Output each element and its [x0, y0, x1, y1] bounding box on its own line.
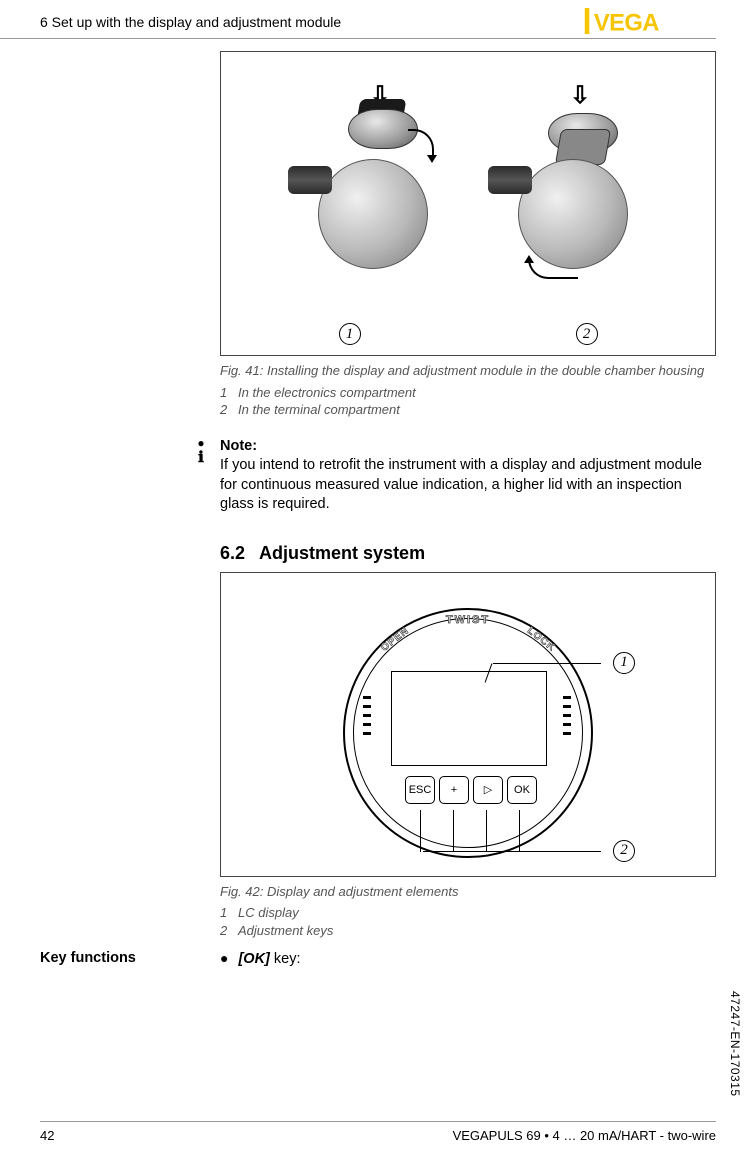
- svg-text:VEGA: VEGA: [594, 11, 659, 34]
- esc-key: ESC: [405, 776, 435, 804]
- callout-2: 2: [576, 323, 598, 345]
- figure-42-legend: 1LC display 2Adjustment keys: [220, 904, 716, 939]
- header-title: 6 Set up with the display and adjustment…: [40, 8, 341, 30]
- right-ticks: [563, 696, 573, 735]
- figure-41-caption: Fig. 41: Installing the display and adju…: [220, 362, 716, 380]
- twist-label: TWIST: [446, 614, 490, 626]
- section-block: 6.2 Adjustment system TWIST OPEN LOCK ESC…: [220, 543, 716, 940]
- plus-key: +: [439, 776, 469, 804]
- page-number: 42: [40, 1128, 54, 1143]
- legend-text: In the terminal compartment: [238, 402, 400, 417]
- left-ticks: [363, 696, 373, 735]
- module-face-illustration: TWIST OPEN LOCK ESC + ▷ OK 1: [313, 606, 623, 866]
- figure-42-caption: Fig. 42: Display and adjustment elements: [220, 883, 716, 901]
- figure-41-callouts: 1 2: [231, 323, 705, 345]
- ok-key: OK: [507, 776, 537, 804]
- note-text: Note: If you intend to retrofit the inst…: [220, 437, 716, 515]
- key-functions-label: Key functions: [40, 950, 220, 967]
- legend-num: 1: [220, 904, 238, 922]
- callout-1: 1: [339, 323, 361, 345]
- figure-41-legend: 1In the electronics compartment 2In the …: [220, 384, 716, 419]
- legend-num: 2: [220, 401, 238, 419]
- note-body: If you intend to retrofit the instrument…: [220, 457, 702, 512]
- device-illustration-2: ⇩: [488, 99, 648, 279]
- adjustment-keys: ESC + ▷ OK: [405, 776, 537, 804]
- device-illustration-1: ⇩: [288, 99, 448, 279]
- page-header: 6 Set up with the display and adjustment…: [0, 0, 716, 39]
- rotate-arrow-icon: [528, 259, 578, 279]
- key-functions-row: Key functions ● [OK] key:: [40, 950, 716, 967]
- lc-display: [391, 671, 547, 766]
- figure-42: TWIST OPEN LOCK ESC + ▷ OK 1: [220, 572, 716, 877]
- insert-arrow-icon: ⇩: [570, 81, 590, 110]
- key-suffix: key:: [270, 951, 301, 967]
- document-id: 47247-EN-170315: [728, 991, 742, 1097]
- page-footer: 42 VEGAPULS 69 • 4 … 20 mA/HART - two-wi…: [40, 1121, 716, 1143]
- bullet-icon: ●: [220, 950, 228, 966]
- note-label: Note:: [220, 438, 257, 454]
- callout-2: 2: [613, 840, 635, 862]
- arrow-key: ▷: [473, 776, 503, 804]
- legend-text: LC display: [238, 905, 299, 920]
- note-block: ● ℹ Note: If you intend to retrofit the …: [220, 437, 716, 515]
- callout-1: 1: [613, 652, 635, 674]
- section-title: Adjustment system: [259, 543, 425, 563]
- legend-num: 2: [220, 922, 238, 940]
- section-heading: 6.2 Adjustment system: [220, 543, 716, 564]
- key-functions-body: ● [OK] key:: [220, 950, 301, 967]
- rotate-arrow-icon: [408, 129, 434, 159]
- figure-41: ⇩ ⇩ 1 2: [220, 51, 716, 356]
- vega-logo: VEGA: [584, 8, 676, 34]
- legend-text: In the electronics compartment: [238, 385, 416, 400]
- main-column: ⇩ ⇩ 1 2: [220, 51, 716, 419]
- ok-key-name: [OK]: [238, 951, 269, 967]
- section-number: 6.2: [220, 543, 245, 563]
- info-icon: ● ℹ: [192, 437, 210, 515]
- legend-text: Adjustment keys: [238, 923, 333, 938]
- device-illustration-row: ⇩ ⇩: [288, 62, 648, 315]
- legend-num: 1: [220, 384, 238, 402]
- product-line: VEGAPULS 69 • 4 … 20 mA/HART - two-wire: [453, 1128, 716, 1143]
- page-content: ⇩ ⇩ 1 2: [0, 39, 756, 967]
